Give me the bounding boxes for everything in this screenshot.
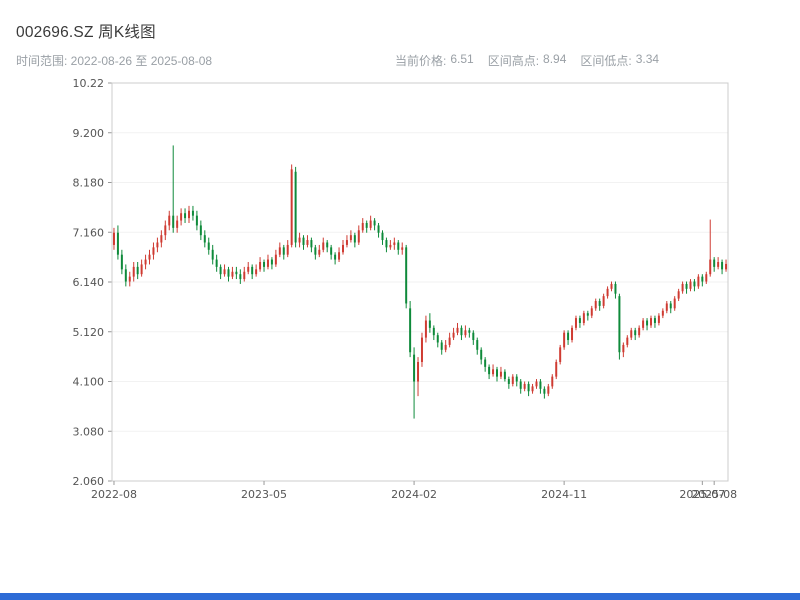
current-price-label: 当前价格:	[395, 54, 447, 68]
svg-text:3.080: 3.080	[73, 425, 105, 438]
page-title: 002696.SZ 周K线图	[16, 24, 156, 41]
svg-text:7.160: 7.160	[73, 226, 105, 239]
svg-text:2024-02: 2024-02	[391, 488, 437, 501]
svg-text:2025-07: 2025-07	[679, 488, 725, 501]
svg-text:2024-11: 2024-11	[541, 488, 587, 501]
price-stats: 当前价格: 6.51 区间高点: 8.94 区间低点: 3.34	[395, 52, 659, 69]
svg-text:5.120: 5.120	[73, 326, 105, 339]
svg-text:6.140: 6.140	[73, 276, 105, 289]
current-price-value: 6.51	[450, 52, 474, 66]
svg-text:10.22: 10.22	[73, 77, 105, 90]
svg-text:4.100: 4.100	[73, 376, 105, 389]
range-high-stat: 区间高点: 8.94	[488, 52, 567, 69]
range-high-value: 8.94	[543, 52, 567, 66]
svg-text:2022-08: 2022-08	[91, 488, 137, 501]
svg-text:9.200: 9.200	[73, 127, 105, 140]
range-low-label: 区间低点:	[580, 54, 632, 68]
time-range-label: 时间范围: 2022-08-26 至 2025-08-08	[16, 54, 213, 68]
kline-chart: 10.22 9.200 8.180 7.160 6.140 5.120 4.100 3.080…	[73, 77, 738, 501]
svg-text:2.060: 2.060	[73, 475, 105, 488]
range-low-stat: 区间低点: 3.34	[580, 52, 659, 69]
range-high-label: 区间高点:	[487, 54, 540, 68]
svg-text:2025-08: 2025-08	[691, 488, 737, 501]
svg-text:8.180: 8.180	[73, 177, 105, 190]
bottom-bar	[0, 593, 800, 600]
svg-text:2023-05: 2023-05	[241, 488, 287, 501]
current-price-stat: 当前价格: 6.51	[395, 52, 474, 69]
range-low-value: 3.34	[635, 52, 660, 66]
